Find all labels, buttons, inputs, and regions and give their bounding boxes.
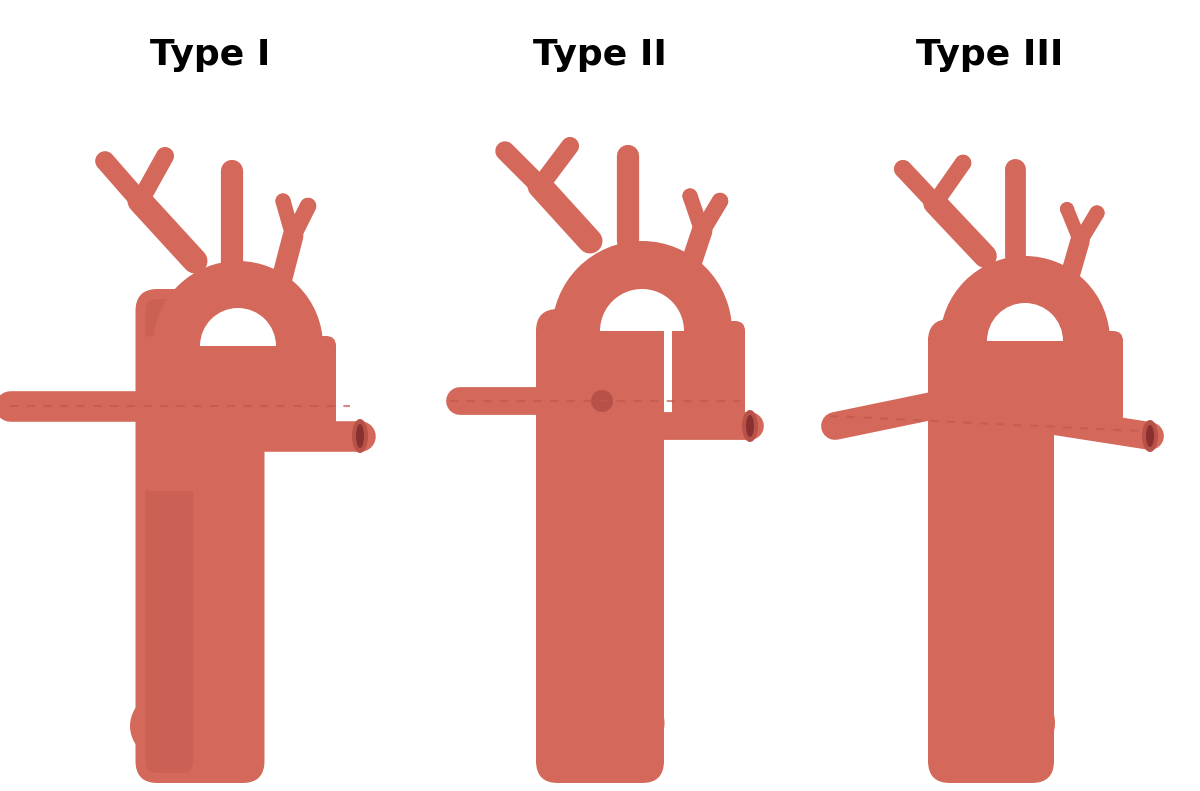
Ellipse shape	[742, 410, 758, 442]
Circle shape	[894, 161, 912, 178]
Ellipse shape	[130, 681, 260, 771]
Circle shape	[590, 390, 613, 412]
Circle shape	[618, 146, 638, 166]
Circle shape	[276, 194, 290, 209]
Circle shape	[955, 155, 971, 171]
Ellipse shape	[746, 415, 754, 437]
Wedge shape	[940, 256, 1110, 341]
FancyBboxPatch shape	[540, 326, 617, 406]
FancyBboxPatch shape	[928, 319, 1054, 783]
Circle shape	[712, 193, 728, 209]
FancyBboxPatch shape	[536, 309, 664, 783]
Circle shape	[1090, 206, 1104, 221]
Circle shape	[156, 147, 174, 165]
Wedge shape	[154, 261, 323, 346]
Circle shape	[683, 188, 697, 203]
Circle shape	[562, 138, 578, 154]
Circle shape	[1060, 202, 1074, 216]
Text: Type III: Type III	[917, 39, 1063, 72]
Circle shape	[1006, 160, 1025, 179]
Ellipse shape	[356, 424, 364, 448]
Ellipse shape	[935, 678, 1055, 768]
FancyBboxPatch shape	[264, 336, 336, 451]
Circle shape	[300, 198, 316, 214]
Ellipse shape	[540, 677, 665, 769]
Ellipse shape	[352, 419, 368, 453]
Wedge shape	[200, 308, 276, 346]
FancyBboxPatch shape	[145, 299, 193, 773]
Wedge shape	[986, 303, 1063, 341]
Circle shape	[96, 152, 114, 171]
Circle shape	[222, 161, 242, 181]
FancyBboxPatch shape	[928, 331, 1000, 441]
Ellipse shape	[1142, 420, 1158, 452]
FancyBboxPatch shape	[142, 336, 214, 491]
FancyBboxPatch shape	[136, 289, 264, 783]
FancyBboxPatch shape	[672, 321, 745, 431]
Circle shape	[496, 142, 514, 160]
Ellipse shape	[1146, 425, 1154, 447]
FancyBboxPatch shape	[1051, 331, 1123, 426]
FancyBboxPatch shape	[932, 333, 997, 411]
Text: Type II: Type II	[533, 39, 667, 72]
Wedge shape	[552, 241, 732, 331]
Wedge shape	[600, 289, 684, 331]
Text: Type I: Type I	[150, 39, 270, 72]
FancyBboxPatch shape	[540, 321, 614, 451]
FancyBboxPatch shape	[140, 341, 217, 426]
